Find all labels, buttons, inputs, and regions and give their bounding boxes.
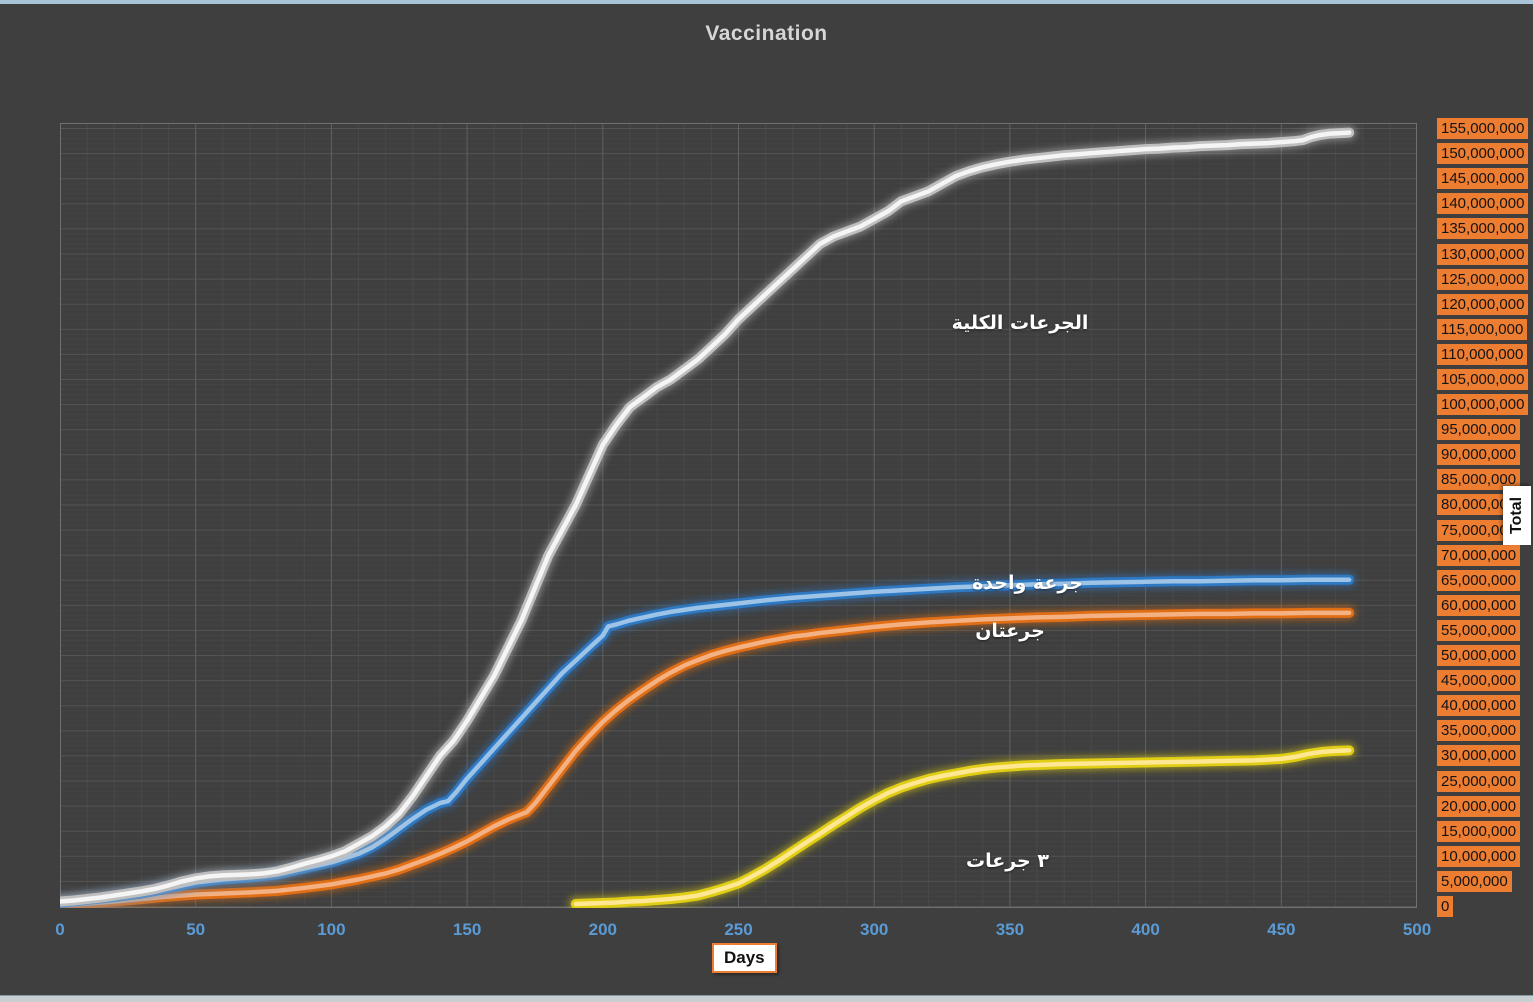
x-tick-label: 150	[452, 920, 482, 939]
y-tick-label: 130,000,000	[1437, 243, 1529, 265]
gridlines	[60, 123, 1417, 908]
x-tick-label: 450	[1267, 920, 1296, 939]
x-tick-label: 100	[317, 920, 346, 939]
x-tick-label: 400	[1131, 920, 1160, 939]
y-tick-label: 155,000,000	[1437, 118, 1529, 140]
series-line-one-dose-body	[60, 574, 1355, 908]
y-tick-label: 0	[1437, 896, 1454, 917]
plot-area	[60, 123, 1417, 908]
x-tick-label: 50	[186, 920, 206, 939]
y-tick-label: 125,000,000	[1437, 268, 1529, 290]
y-tick-label: 145,000,000	[1437, 168, 1529, 190]
y-tick-label: 115,000,000	[1437, 318, 1528, 340]
x-tick-label: 500	[1402, 920, 1432, 939]
y-tick-label: 15,000,000	[1437, 820, 1521, 842]
series-line-two-doses-core	[60, 610, 1352, 908]
window-edge-top	[0, 0, 1533, 4]
x-tick-label: 0	[55, 920, 65, 939]
y-tick-label: 120,000,000	[1437, 293, 1529, 315]
y-tick-label: 60,000,000	[1437, 594, 1521, 616]
y-tick-label: 80,000,000	[1437, 494, 1521, 516]
x-tick-label: 200	[588, 920, 617, 939]
x-tick-label: 250	[724, 920, 753, 939]
y-tick-label: 35,000,000	[1437, 720, 1521, 742]
x-tick-label: 350	[995, 920, 1025, 939]
chart-title: Vaccination	[705, 22, 828, 45]
series-label-one-dose: جرعة واحدة	[972, 572, 1083, 594]
y-tick-label: 25,000,000	[1437, 770, 1521, 792]
y-tick-label: 40,000,000	[1437, 695, 1521, 717]
y-tick-label: 150,000,000	[1437, 143, 1529, 165]
series-line-total-doses-core	[60, 130, 1352, 904]
y-tick-label: 90,000,000	[1437, 444, 1521, 466]
y-tick-label: 20,000,000	[1437, 795, 1521, 817]
y-tick-label: 135,000,000	[1437, 218, 1529, 240]
series-label-total-doses: الجرعات الكلية	[951, 312, 1089, 334]
y-tick-label: 110,000,000	[1437, 343, 1528, 365]
y-tick-label: 5,000,000	[1437, 870, 1512, 892]
series-lines	[60, 125, 1357, 908]
y-tick-label: 100,000,000	[1437, 394, 1529, 416]
y-tick-label: 105,000,000	[1437, 369, 1529, 390]
window-edge-bottom	[0, 995, 1533, 1002]
series-label-two-doses: جرعتان	[975, 620, 1045, 642]
y-tick-label: 85,000,000	[1437, 469, 1521, 491]
y-tick-label: 75,000,000	[1437, 519, 1521, 541]
y-tick-label: 95,000,000	[1437, 419, 1521, 441]
series-line-three-doses-core	[573, 748, 1352, 907]
y-tick-label: 55,000,000	[1437, 619, 1521, 641]
y-tick-label: 45,000,000	[1437, 670, 1521, 692]
y-tick-label: 140,000,000	[1437, 193, 1529, 215]
y-tick-label: 65,000,000	[1437, 569, 1521, 591]
x-axis-title: Days	[712, 943, 777, 973]
y-tick-label: 50,000,000	[1437, 645, 1521, 667]
x-tick-label: 300	[860, 920, 889, 939]
series-line-one-dose-glow	[60, 572, 1357, 908]
y-tick-label: 10,000,000	[1437, 845, 1521, 867]
y-axis-title: Total	[1503, 486, 1531, 545]
series-line-one-dose-core	[60, 577, 1352, 906]
y-tick-label: 30,000,000	[1437, 745, 1521, 767]
y-tick-label: 70,000,000	[1437, 544, 1521, 566]
series-label-three-doses: ٣ جرعات	[966, 850, 1049, 872]
